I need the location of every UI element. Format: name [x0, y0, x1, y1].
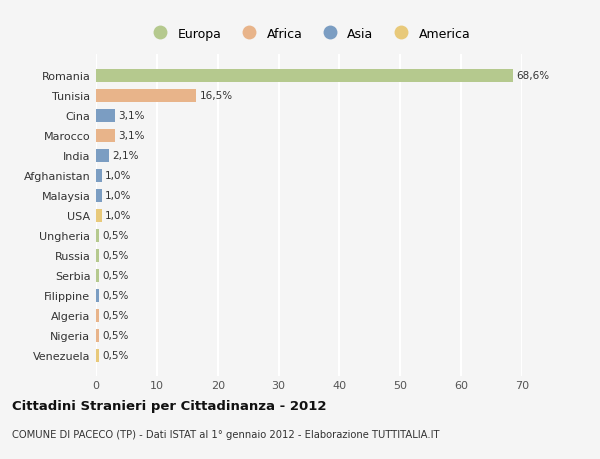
Text: Cittadini Stranieri per Cittadinanza - 2012: Cittadini Stranieri per Cittadinanza - 2… [12, 399, 326, 412]
Legend: Europa, Africa, Asia, America: Europa, Africa, Asia, America [143, 23, 475, 46]
Text: 1,0%: 1,0% [105, 191, 131, 201]
Text: 1,0%: 1,0% [105, 171, 131, 181]
Bar [96, 289, 99, 302]
Bar [96, 329, 99, 342]
Bar [96, 110, 115, 123]
Bar [96, 249, 99, 262]
Text: 0,5%: 0,5% [102, 251, 128, 261]
Text: 0,5%: 0,5% [102, 231, 128, 241]
Bar [96, 349, 99, 362]
Bar [96, 189, 102, 202]
Text: 3,1%: 3,1% [118, 131, 145, 141]
Bar [96, 269, 99, 282]
Bar [96, 129, 115, 142]
Text: 0,5%: 0,5% [102, 291, 128, 301]
Bar [96, 90, 196, 102]
Bar [96, 209, 102, 222]
Text: COMUNE DI PACECO (TP) - Dati ISTAT al 1° gennaio 2012 - Elaborazione TUTTITALIA.: COMUNE DI PACECO (TP) - Dati ISTAT al 1°… [12, 429, 439, 439]
Text: 0,5%: 0,5% [102, 310, 128, 320]
Text: 68,6%: 68,6% [517, 71, 550, 81]
Text: 1,0%: 1,0% [105, 211, 131, 221]
Bar [96, 150, 109, 162]
Bar [96, 309, 99, 322]
Text: 16,5%: 16,5% [199, 91, 233, 101]
Bar [96, 229, 99, 242]
Text: 2,1%: 2,1% [112, 151, 139, 161]
Text: 3,1%: 3,1% [118, 111, 145, 121]
Bar [96, 169, 102, 182]
Text: 0,5%: 0,5% [102, 330, 128, 340]
Bar [96, 70, 514, 83]
Text: 0,5%: 0,5% [102, 350, 128, 360]
Text: 0,5%: 0,5% [102, 270, 128, 280]
